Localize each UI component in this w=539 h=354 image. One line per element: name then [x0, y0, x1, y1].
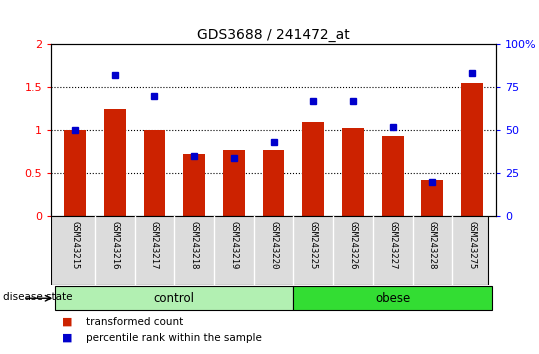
- Bar: [104, 109, 126, 216]
- Text: GSM243228: GSM243228: [428, 222, 437, 270]
- Bar: [55, 286, 293, 310]
- Text: GSM243220: GSM243220: [269, 222, 278, 270]
- Bar: [143, 130, 165, 216]
- Text: GSM243219: GSM243219: [229, 222, 238, 270]
- Bar: [461, 83, 483, 216]
- Text: GSM243227: GSM243227: [388, 222, 397, 270]
- Text: GSM243216: GSM243216: [110, 222, 119, 270]
- Text: GSM243275: GSM243275: [467, 222, 476, 270]
- Text: GSM243217: GSM243217: [150, 222, 159, 270]
- Bar: [183, 154, 205, 216]
- Text: GSM243218: GSM243218: [190, 222, 199, 270]
- Bar: [342, 127, 364, 216]
- Text: percentile rank within the sample: percentile rank within the sample: [86, 333, 262, 343]
- Text: ■: ■: [62, 333, 72, 343]
- Text: GSM243226: GSM243226: [348, 222, 357, 270]
- Text: control: control: [154, 292, 195, 305]
- Bar: [64, 130, 86, 216]
- Title: GDS3688 / 241472_at: GDS3688 / 241472_at: [197, 28, 350, 42]
- Bar: [382, 136, 404, 216]
- Text: transformed count: transformed count: [86, 317, 183, 327]
- Bar: [223, 150, 245, 216]
- Bar: [302, 121, 324, 216]
- Bar: [421, 180, 443, 216]
- Text: GSM243225: GSM243225: [309, 222, 318, 270]
- Text: disease state: disease state: [3, 292, 72, 302]
- Text: GSM243215: GSM243215: [71, 222, 80, 270]
- Bar: [293, 286, 492, 310]
- Bar: [262, 150, 285, 216]
- Text: obese: obese: [375, 292, 410, 305]
- Text: ■: ■: [62, 317, 72, 327]
